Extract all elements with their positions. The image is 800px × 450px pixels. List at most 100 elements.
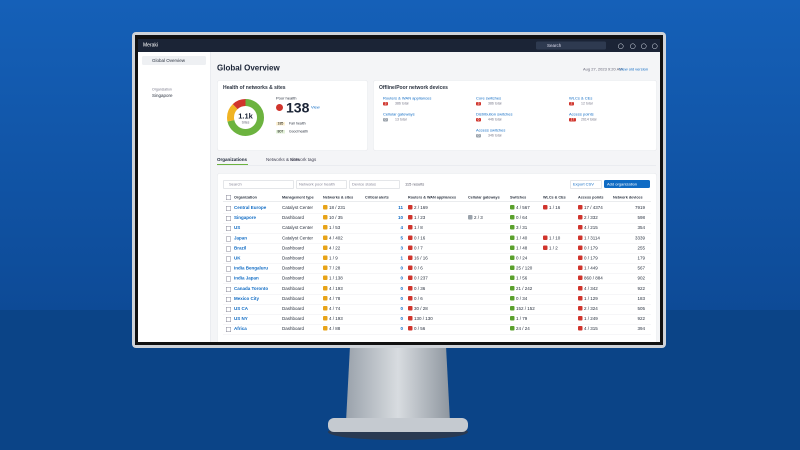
- header-icon[interactable]: [630, 43, 636, 49]
- status-icon: [578, 295, 583, 301]
- status-cell: 2 / 3: [468, 215, 483, 220]
- tab[interactable]: Organizations: [217, 157, 248, 162]
- network-devices: 354: [637, 225, 645, 231]
- status-cell: 18 / 231: [323, 205, 345, 210]
- cell: Dashboard: [282, 215, 305, 221]
- old-version[interactable]: View old version: [619, 67, 649, 72]
- status-text: 0 / 16: [414, 235, 426, 241]
- status-icon: [408, 285, 413, 291]
- device-total: 446 total: [488, 118, 502, 122]
- export-btn[interactable]: [570, 180, 602, 189]
- nav-item[interactable]: [142, 56, 206, 65]
- status-cell: 0 / 7: [408, 245, 423, 250]
- org-link[interactable]: India Bengaluru: [234, 265, 269, 271]
- filter-device[interactable]: [349, 180, 400, 189]
- status-text: 0 / 179: [584, 255, 598, 261]
- status-cell: 10 / 35: [323, 215, 343, 220]
- row-checkbox[interactable]: [226, 327, 231, 333]
- search-box[interactable]: [536, 41, 606, 50]
- network-devices: 394: [637, 326, 645, 332]
- filter-network-text: Network poor health: [299, 182, 335, 187]
- header-icon[interactable]: [618, 43, 624, 49]
- device-count: 6: [476, 118, 481, 122]
- status-icon: [510, 316, 515, 321]
- device-total: 386 total: [395, 102, 409, 106]
- network-devices: 922: [637, 316, 645, 322]
- header-icon[interactable]: [641, 43, 647, 49]
- status-text: 4 / 78: [329, 295, 341, 301]
- org-link[interactable]: Mexico City: [234, 295, 260, 301]
- device-name[interactable]: Distribution switches: [476, 112, 513, 117]
- row-checkbox[interactable]: [226, 276, 231, 282]
- view-link[interactable]: View: [311, 105, 320, 110]
- cell: Dashboard: [282, 245, 305, 251]
- network-devices: 598: [637, 215, 645, 221]
- status-cell: 4 / 342: [578, 285, 598, 291]
- filter-search[interactable]: [223, 180, 294, 189]
- row-checkbox[interactable]: [226, 246, 231, 252]
- row-checkbox[interactable]: [226, 286, 231, 292]
- row-checkbox[interactable]: [226, 206, 231, 211]
- row-checkbox[interactable]: [226, 216, 231, 222]
- health-title: Health of networks & sites: [223, 85, 286, 91]
- device-name[interactable]: Core switches: [476, 96, 502, 101]
- status-icon: [578, 316, 583, 321]
- cell: Dashboard: [282, 255, 305, 261]
- org-link[interactable]: UK: [234, 255, 241, 261]
- status-icon: [578, 265, 583, 271]
- add-text: Add organization: [607, 182, 638, 187]
- org-link[interactable]: US NY: [234, 316, 248, 322]
- status-icon: [510, 225, 515, 230]
- status-icon: [510, 265, 515, 271]
- cell: Dashboard: [282, 265, 305, 271]
- org-link[interactable]: Brazil: [234, 245, 247, 251]
- status-text: 1 / 3114: [584, 235, 600, 241]
- row-rule: [223, 283, 651, 285]
- header-checkbox[interactable]: [226, 195, 231, 200]
- org-link[interactable]: Japan: [234, 235, 248, 241]
- critical-alerts: 10: [397, 215, 403, 221]
- device-name[interactable]: Cellular gateways: [383, 112, 415, 117]
- org-link[interactable]: Canada Toronto: [234, 285, 269, 291]
- row-checkbox[interactable]: [226, 266, 231, 272]
- row-checkbox[interactable]: [226, 296, 231, 302]
- status-text: 4 / 315: [584, 326, 598, 332]
- org-link[interactable]: Singapore: [234, 215, 257, 221]
- org-link[interactable]: India Japan: [234, 275, 259, 281]
- row-checkbox[interactable]: [226, 226, 231, 232]
- status-cell: 4 / 88: [323, 326, 340, 331]
- org-link[interactable]: Africa: [234, 326, 247, 332]
- device-name[interactable]: Access points: [569, 112, 594, 117]
- add-btn[interactable]: [604, 180, 650, 188]
- device-name[interactable]: WLCs & CEs: [569, 96, 593, 101]
- status-icon: [408, 316, 413, 321]
- org-name[interactable]: Singapore: [152, 93, 173, 98]
- row-checkbox[interactable]: [226, 256, 231, 262]
- devices-title: Offline/Poor network devices: [379, 85, 448, 91]
- row-checkbox[interactable]: [226, 317, 231, 323]
- org-link[interactable]: US: [234, 225, 241, 231]
- status-icon: [323, 255, 328, 260]
- network-devices: 505: [637, 306, 645, 311]
- page-title: Global Overview: [217, 64, 280, 73]
- column-header: WLCs & CEs: [543, 195, 566, 200]
- org-link[interactable]: Central Europe: [234, 205, 267, 210]
- status-cell: 2 / 169: [408, 205, 428, 210]
- row-rule: [223, 293, 651, 295]
- status-icon: [578, 306, 583, 311]
- status-text: 7 / 28: [329, 265, 341, 271]
- org-link[interactable]: US CA: [234, 306, 249, 311]
- row-checkbox[interactable]: [226, 236, 231, 242]
- tab[interactable]: Network tags: [290, 157, 317, 162]
- device-name[interactable]: Access switches: [476, 128, 506, 133]
- device-name[interactable]: Routers & WAN appliances: [383, 96, 432, 101]
- tab[interactable]: Networks & sites: [266, 157, 300, 162]
- poor-label: Poor health: [276, 96, 297, 101]
- status-cell: 1 / 16: [543, 205, 560, 210]
- header-icon[interactable]: [652, 43, 658, 49]
- filter-network[interactable]: [296, 180, 347, 189]
- status-icon: [510, 205, 515, 210]
- row-checkbox[interactable]: [226, 307, 231, 312]
- status-text: 1 / 79: [516, 316, 528, 322]
- status-icon: [510, 275, 515, 281]
